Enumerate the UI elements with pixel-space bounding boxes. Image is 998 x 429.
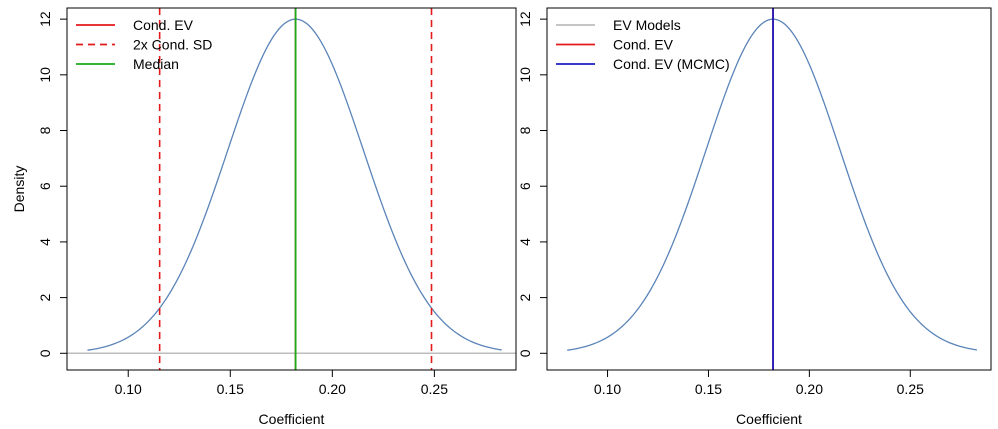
y-tick-label: 12 [37,11,53,27]
plot-frame [546,7,992,371]
x-axis-title: Coefficient [259,411,325,427]
x-tick-label: 0.25 [421,381,448,397]
legend-label: Cond. EV [613,37,674,53]
y-tick-label: 0 [517,349,533,357]
legend-label: Cond. EV [133,17,194,33]
y-tick-label: 0 [37,349,53,357]
legend-label: 2x Cond. SD [133,37,212,53]
panel-1: 0.10 0.15 0.20 0.25 0 2 4 6 8 10 12 Coefficient Dens… [11,7,517,427]
x-tick-label: 0.10 [594,381,621,397]
x-tick-label: 0.20 [796,381,823,397]
x-tick-label: 0.15 [695,381,722,397]
density-curve [567,18,977,351]
plot-area [67,8,516,370]
plot-frame [66,7,517,371]
y-tick-label: 10 [517,67,533,83]
y-tick-label: 2 [517,293,533,301]
y-tick-label: 6 [517,182,533,190]
legend-label: EV Models [613,17,681,33]
legend-label: Median [133,56,179,72]
x-tick-label: 0.25 [897,381,924,397]
y-tick-label: 8 [517,126,533,134]
plot-area [567,8,977,370]
legend: EV Models Cond. EV Cond. EV (MCMC) [556,17,730,72]
y-tick-label: 10 [37,67,53,83]
density-curve [87,18,502,351]
y-tick-label: 4 [517,238,533,246]
y-tick-label: 6 [37,182,53,190]
x-tick-label: 0.15 [217,381,244,397]
y-tick-label: 4 [37,238,53,246]
y-tick-label: 12 [517,11,533,27]
legend: Cond. EV 2x Cond. SD Median [76,17,212,72]
x-tick-label: 0.20 [319,381,346,397]
legend-label: Cond. EV (MCMC) [613,56,730,72]
x-axis-title: Coefficient [736,411,802,427]
x-tick-label: 0.10 [115,381,142,397]
y-tick-label: 2 [37,293,53,301]
y-axis-title: Density [11,166,27,213]
y-tick-label: 8 [37,126,53,134]
panel-2: 0.10 0.15 0.20 0.25 0 2 4 6 8 10 12 Coefficient EV M… [517,7,992,427]
